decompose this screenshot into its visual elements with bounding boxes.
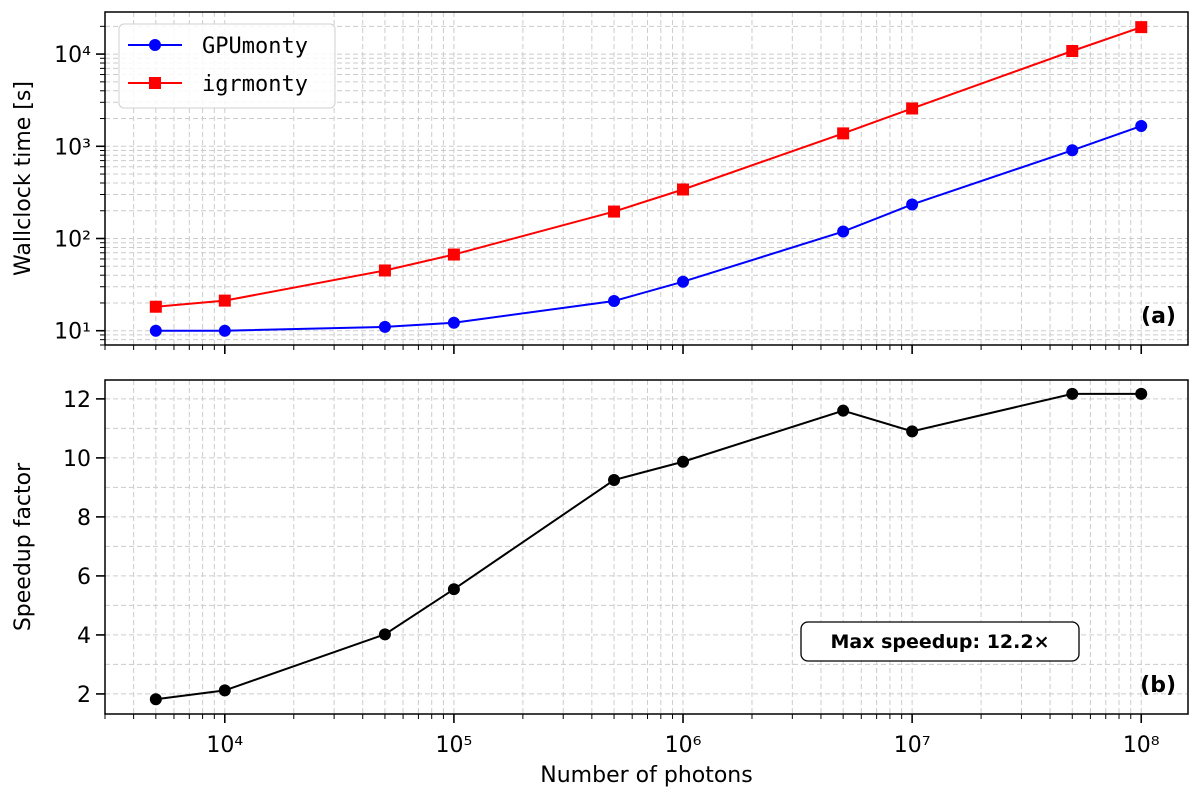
data-point: [608, 295, 621, 308]
data-point: [447, 583, 460, 596]
x-tick-label: 10⁸: [1123, 733, 1160, 758]
y-tick-label: 4: [77, 624, 91, 649]
y-tick-label: 12: [63, 388, 91, 413]
series-GPUmonty: [149, 119, 1148, 337]
panel-label: (b): [1140, 673, 1176, 698]
panel-a: 10¹ 10² 10³ 10⁴ Wallclock time [s] (a) GPUmont…: [11, 11, 1189, 354]
axes-frame: [104, 11, 1189, 346]
data-point: [218, 294, 231, 307]
data-point: [149, 300, 162, 313]
legend-marker-circle: [149, 39, 161, 51]
data-point: [378, 264, 391, 277]
data-point: [218, 324, 231, 337]
data-point: [218, 684, 231, 697]
y-axis-label: Speedup factor: [11, 462, 36, 631]
legend: GPUmonty igrmonty: [118, 23, 336, 109]
data-point: [677, 455, 690, 468]
y-tick-label: 8: [77, 506, 91, 531]
y-tick-label: 10: [63, 447, 91, 472]
grid: [104, 380, 1188, 714]
annotation-box: [800, 621, 1080, 662]
legend-marker-square: [149, 77, 161, 89]
data-point: [677, 275, 690, 288]
data-point: [1135, 387, 1148, 400]
data-point: [447, 316, 460, 329]
data-point: [149, 324, 162, 337]
axes-frame: [104, 379, 1189, 715]
series-speedup: [149, 387, 1148, 706]
data-point: [1066, 144, 1079, 157]
series-line: [155, 392, 1142, 701]
y-tick-label: 10²: [54, 228, 91, 253]
data-point: [447, 248, 460, 261]
x-axis-label: Number of photons: [540, 763, 752, 788]
y-axis-label: Wallclock time [s]: [11, 81, 36, 276]
data-point: [906, 102, 919, 115]
data-point: [608, 474, 621, 487]
y-tick-label: 10³: [54, 135, 91, 160]
x-tick-label: 10⁵: [435, 733, 472, 758]
data-point: [1066, 45, 1079, 58]
data-point: [1135, 119, 1148, 132]
y-tick-label: 10¹: [54, 320, 91, 345]
data-point: [837, 225, 850, 238]
data-point: [378, 628, 391, 641]
series-line: [155, 26, 1142, 308]
data-point: [1066, 387, 1079, 400]
x-tick-label: 10⁷: [894, 733, 931, 758]
data-point: [149, 693, 162, 706]
max-speedup-annotation: Max speedup: 12.2×: [830, 631, 1049, 653]
panel-b: 2 4 6 8 10 12 10⁴ 10⁵ 10⁶ 10⁷ 10⁸ Number of photons…: [11, 379, 1189, 788]
data-point: [677, 183, 690, 196]
y-tick-label: 10⁴: [54, 43, 91, 68]
data-point: [1135, 21, 1148, 34]
data-point: [378, 320, 391, 333]
y-tick-label: 2: [77, 683, 91, 708]
y-tick-label: 6: [77, 565, 91, 590]
data-point: [837, 127, 850, 140]
legend-label: GPUmonty: [202, 34, 308, 59]
series-igrmonty: [149, 21, 1148, 313]
x-tick-label: 10⁴: [206, 733, 243, 758]
data-point: [608, 205, 621, 218]
data-point: [906, 425, 919, 438]
panel-label: (a): [1141, 304, 1176, 329]
x-tick-label: 10⁶: [665, 733, 702, 758]
data-point: [906, 198, 919, 211]
legend-label: igrmonty: [202, 72, 308, 97]
data-point: [837, 404, 850, 417]
series-line: [155, 125, 1142, 332]
